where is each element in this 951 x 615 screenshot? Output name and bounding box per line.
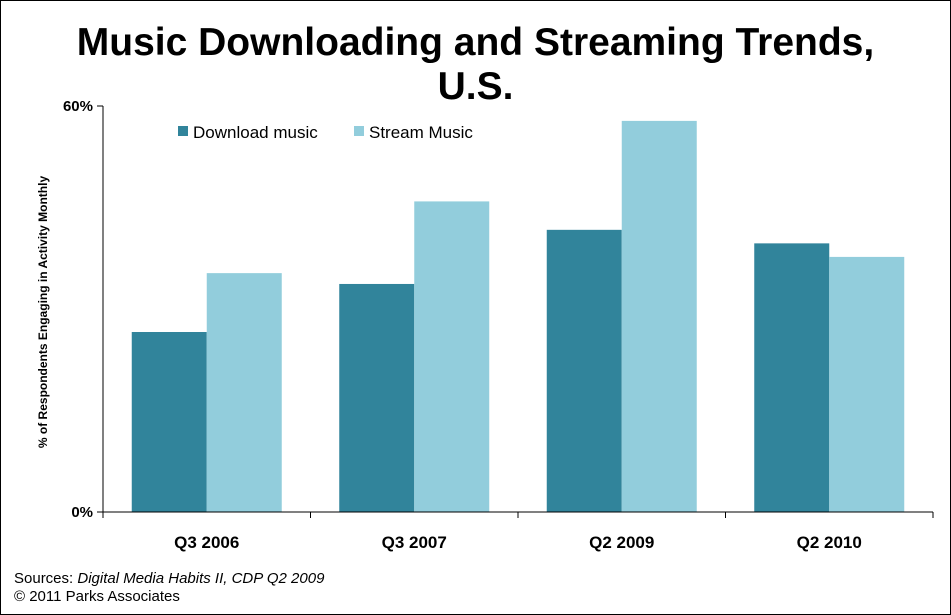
y-ticks-group: 0% 60% [63,98,103,521]
sources-note: Sources: Digital Media Habits II, CDP Q2… [14,570,324,588]
x-tick-label: Q3 2007 [382,533,447,552]
legend: Download music Stream Music [178,123,473,142]
x-tick-label: Q2 2009 [589,533,654,552]
legend-swatch [354,126,364,136]
sources-title: Digital Media Habits II, CDP Q2 2009 [77,570,325,587]
x-ticks-group: Q3 2006 Q3 2007 Q2 2009 Q2 2010 [102,512,934,552]
x-tick-label: Q3 2006 [174,533,239,552]
bar-download-music-q2-2009 [546,229,622,512]
bar-stream-music-q2-2009 [621,120,697,513]
legend-label: Download music [193,123,318,142]
bar-stream-music-q3-2006 [206,273,282,512]
bar-download-music-q2-2010 [754,243,830,512]
chart-title-line-1: Music Downloading and Streaming Trends, [76,21,875,64]
y-axis-title: % of Respondents Engaging in Activity Mo… [36,176,50,449]
bars-group [131,120,905,513]
y-tick-label: 60% [63,98,93,115]
chart-title-line-2: U.S. [437,65,514,108]
legend-swatch [178,126,188,136]
legend-label: Stream Music [369,123,473,142]
copyright-note: © 2011 Parks Associates [14,588,180,605]
sources-prefix: Sources: [14,570,78,587]
bar-download-music-q3-2006 [131,332,207,512]
bar-download-music-q3-2007 [339,283,415,512]
bar-stream-music-q2-2010 [829,256,905,512]
y-tick-label: 0% [71,504,93,521]
x-tick-label: Q2 2010 [797,533,862,552]
bar-stream-music-q3-2007 [414,201,490,512]
